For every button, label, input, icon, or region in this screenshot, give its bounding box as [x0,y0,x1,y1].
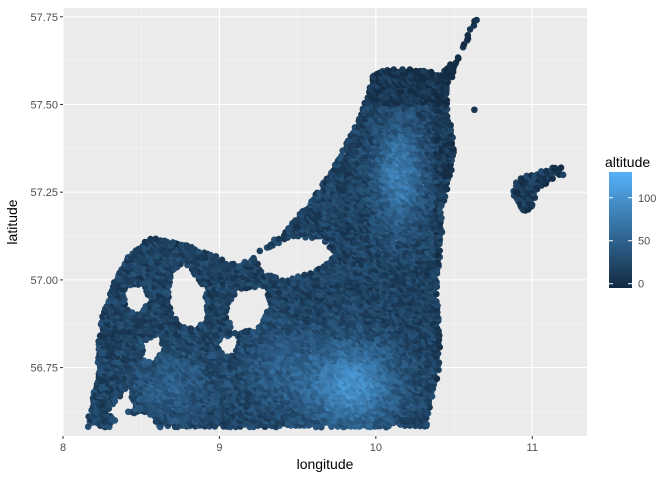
data-point [307,270,314,277]
data-point [145,358,153,366]
data-point [230,260,237,268]
data-points [84,16,567,431]
data-point [212,253,220,260]
data-point [226,319,233,327]
data-point [301,271,308,279]
data-point [218,256,226,264]
data-point [267,272,275,280]
data-point [124,306,131,314]
data-point [250,254,257,262]
data-point [108,415,116,422]
data-point [187,325,195,333]
data-point [231,329,239,337]
